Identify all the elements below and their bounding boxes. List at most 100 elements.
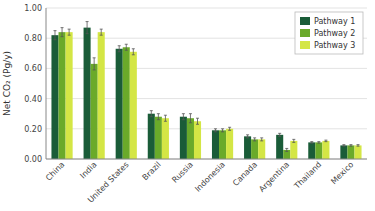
legend-swatch <box>300 29 310 37</box>
x-tick-label: Indonesia <box>193 160 227 194</box>
y-tick-label: 0.00 <box>24 155 42 164</box>
error-bar-cap <box>292 139 295 140</box>
bar <box>66 32 73 159</box>
bars <box>51 22 361 159</box>
x-axis-line <box>46 159 367 160</box>
x-tick-label: Canada <box>231 160 259 188</box>
error-bar-cap <box>342 146 345 147</box>
error-bar-stem <box>190 114 191 123</box>
error-bar-cap <box>125 44 128 45</box>
error-bar-stem <box>87 22 88 34</box>
x-tick-label: United States <box>86 160 131 205</box>
error-bar-cap <box>150 116 153 117</box>
error-bar-cap <box>278 133 281 134</box>
error-bar-cap <box>310 141 313 142</box>
error-bar-cap <box>53 39 56 40</box>
grid-line <box>46 8 367 9</box>
error-bar-stem <box>69 29 70 35</box>
error-bar-stem <box>358 145 359 147</box>
error-bar-cap <box>61 36 64 37</box>
bar <box>180 117 187 159</box>
error-bar-cap <box>196 124 199 125</box>
x-tick-label: Brazil <box>141 160 163 182</box>
y-axis: 0.000.200.400.600.801.00 <box>24 4 367 164</box>
error-bar-cap <box>53 30 56 31</box>
error-bar-cap <box>118 51 121 52</box>
error-bar-cap <box>189 113 192 114</box>
bar <box>283 150 290 159</box>
bar <box>276 135 283 159</box>
error-bar-cap <box>196 118 199 119</box>
error-bar-stem <box>54 31 55 40</box>
error-bar-cap <box>317 141 320 142</box>
error-bar <box>132 49 135 55</box>
error-bar <box>324 140 327 142</box>
bar <box>116 49 123 159</box>
x-tick-label: India <box>78 160 98 180</box>
error-bar-cap <box>132 54 135 55</box>
legend-box <box>295 12 363 54</box>
error-bar <box>150 111 153 117</box>
error-bar-stem <box>261 138 262 141</box>
error-bar-stem <box>151 111 152 117</box>
bar <box>258 139 265 159</box>
error-bar-stem <box>158 114 159 120</box>
error-bar-cap <box>68 29 71 30</box>
y-tick-label: 1.00 <box>24 4 42 13</box>
error-bar <box>182 114 185 120</box>
error-bar-cap <box>342 144 345 145</box>
bar <box>226 129 233 159</box>
error-bar <box>285 148 288 151</box>
error-bar-cap <box>100 29 103 30</box>
error-bar-cap <box>189 122 192 123</box>
x-tick-label: Thailand <box>292 160 323 191</box>
error-bar-cap <box>68 35 71 36</box>
error-bar-cap <box>349 146 352 147</box>
error-bar <box>189 114 192 123</box>
legend-swatch <box>300 17 310 25</box>
error-bar-cap <box>132 48 135 49</box>
error-bar-cap <box>324 141 327 142</box>
error-bar-cap <box>253 140 256 141</box>
error-bar-cap <box>150 110 153 111</box>
bar <box>322 141 329 159</box>
error-bar <box>157 114 160 120</box>
legend-swatch <box>300 41 310 49</box>
error-bar-stem <box>325 140 326 142</box>
bar <box>340 145 347 159</box>
bar <box>59 32 66 159</box>
error-bar-cap <box>93 69 96 70</box>
error-bar-cap <box>164 121 167 122</box>
x-tick-label: Mexico <box>329 160 355 186</box>
error-bar <box>53 31 56 40</box>
bar <box>347 145 354 159</box>
error-bar-cap <box>61 27 64 28</box>
error-bar <box>342 145 345 147</box>
error-bar-cap <box>221 128 224 129</box>
error-bar-cap <box>349 144 352 145</box>
bar <box>98 32 105 159</box>
chart: 0.000.200.400.600.801.00Net CO₂ (Pg/y)Ch… <box>0 0 375 211</box>
error-bar-cap <box>317 143 320 144</box>
error-bar <box>93 58 96 70</box>
bar <box>187 118 194 159</box>
bar <box>84 28 91 159</box>
error-bar-cap <box>246 134 249 135</box>
bar <box>244 136 251 159</box>
y-tick-label: 0.60 <box>24 64 42 73</box>
bar <box>130 52 137 159</box>
legend-label: Pathway 2 <box>314 29 355 38</box>
y-tick-label: 0.40 <box>24 95 42 104</box>
legend: Pathway 1Pathway 2Pathway 3 <box>295 12 363 54</box>
error-bar-cap <box>260 140 263 141</box>
error-bar-cap <box>118 45 121 46</box>
error-bar-cap <box>182 119 185 120</box>
bar <box>212 130 219 159</box>
error-bar-stem <box>343 145 344 147</box>
grid-line <box>46 159 367 160</box>
error-bar <box>260 138 263 141</box>
error-bar <box>253 138 256 141</box>
y-axis-line <box>46 8 47 159</box>
error-bar <box>357 145 360 147</box>
y-tick-label: 0.80 <box>24 34 42 43</box>
